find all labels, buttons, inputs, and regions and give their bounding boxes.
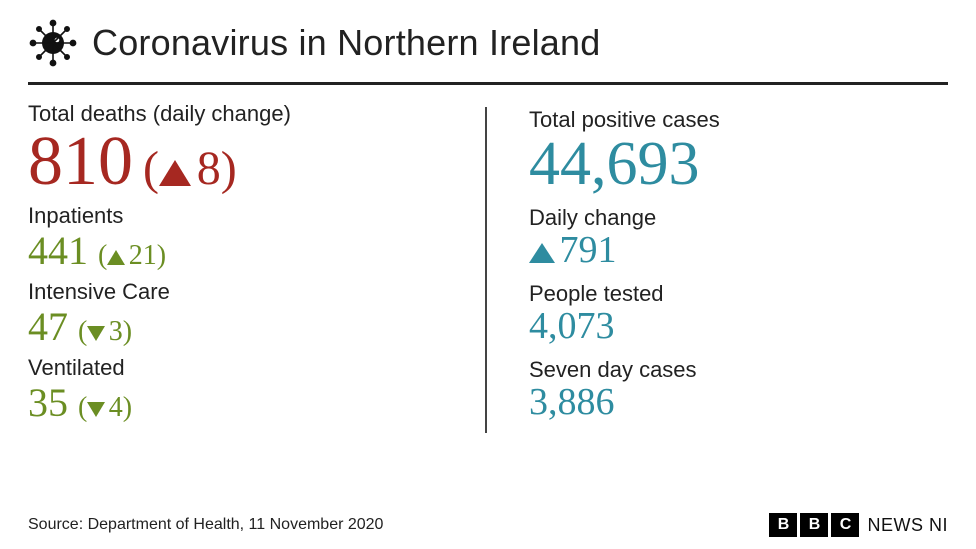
stat-inpatients: Inpatients 441 (21) [28,203,447,273]
stat-ventilated-delta: (4) [78,392,132,424]
bbc-logo: B B C [769,513,859,537]
stats-body: Total deaths (daily change) 810 (8) Inpa… [28,85,948,447]
arrow-up-icon [107,250,125,265]
source-text: Source: Department of Health, 11 Novembe… [28,516,383,534]
right-column: Total positive cases 44,693 Daily change… [485,107,948,433]
stat-seven-day-label: Seven day cases [529,357,948,383]
stat-daily-change: Daily change 791 [529,205,948,271]
stat-inpatients-delta: (21) [98,240,166,272]
stat-deaths-value: 810 [28,127,133,197]
stat-total-cases-value: 44,693 [529,133,948,195]
infographic-container: Coronavirus in Northern Ireland Total de… [0,0,976,549]
stat-seven-day: Seven day cases 3,886 [529,357,948,423]
stat-seven-day-value: 3,886 [529,383,948,423]
header: Coronavirus in Northern Ireland [28,18,948,85]
stat-icu: Intensive Care 47 (3) [28,279,447,349]
stat-inpatients-label: Inpatients [28,203,447,229]
bbc-box: C [831,513,859,537]
brand: B B C NEWS NI [769,513,948,537]
stat-icu-value: 47 [28,305,68,349]
stat-ventilated-label: Ventilated [28,355,447,381]
stat-deaths: Total deaths (daily change) 810 (8) [28,101,447,197]
stat-total-cases: Total positive cases 44,693 [529,107,948,195]
stat-tested: People tested 4,073 [529,281,948,347]
arrow-up-icon [159,160,191,186]
arrow-up-icon [529,243,555,263]
stat-daily-change-label: Daily change [529,205,948,231]
stat-icu-label: Intensive Care [28,279,447,305]
footer: Source: Department of Health, 11 Novembe… [28,513,948,537]
stat-deaths-delta: (8) [143,141,237,196]
stat-daily-change-value: 791 [529,231,948,271]
page-title: Coronavirus in Northern Ireland [92,22,600,64]
stat-ventilated: Ventilated 35 (4) [28,355,447,425]
stat-inpatients-value: 441 [28,229,88,273]
stat-ventilated-value: 35 [28,381,68,425]
virus-icon [28,18,78,68]
stat-tested-label: People tested [529,281,948,307]
arrow-down-icon [87,326,105,341]
brand-suffix: NEWS NI [867,515,948,536]
left-column: Total deaths (daily change) 810 (8) Inpa… [28,101,485,447]
bbc-box: B [769,513,797,537]
bbc-box: B [800,513,828,537]
stat-tested-value: 4,073 [529,307,948,347]
arrow-down-icon [87,402,105,417]
stat-icu-delta: (3) [78,316,132,348]
